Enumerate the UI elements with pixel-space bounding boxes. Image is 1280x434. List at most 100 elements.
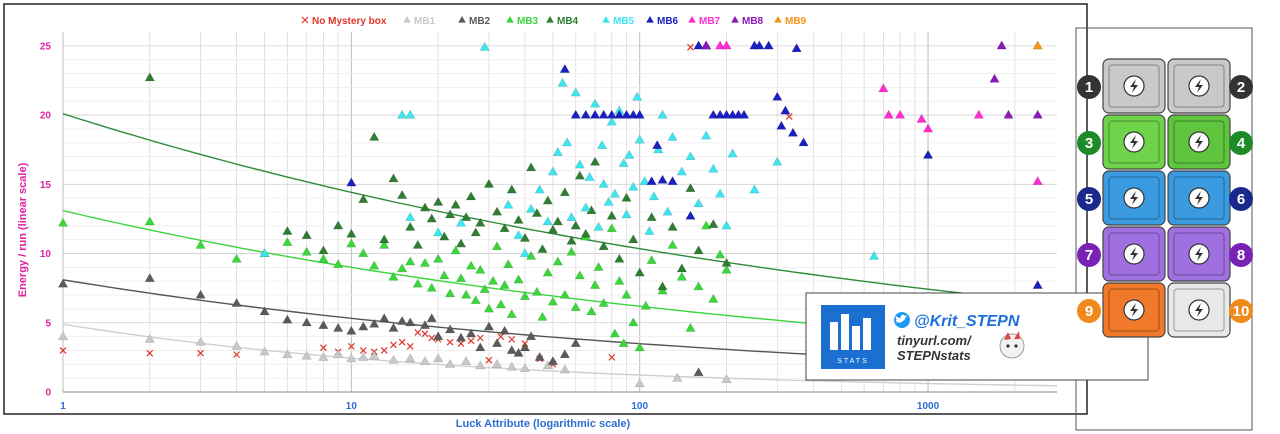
data-point-triangle: [1032, 40, 1043, 50]
mystery-box-7: 7: [1077, 226, 1166, 282]
data-point-triangle: [346, 325, 357, 335]
legend-label: No Mystery box: [312, 16, 387, 27]
box-number-label: 6: [1237, 191, 1245, 208]
legend-item: MB9: [774, 16, 807, 27]
data-point-triangle: [444, 209, 456, 219]
data-point-triangle: [461, 212, 472, 221]
mystery-box-panel-line: [1108, 64, 1160, 108]
data-point-x: [380, 347, 388, 354]
data-point-triangle: [513, 230, 524, 239]
data-point-triangle: [589, 156, 601, 166]
legend-item: MB5: [602, 16, 635, 27]
data-point-triangle: [455, 273, 467, 282]
mystery-box-panel-line: [1108, 288, 1160, 332]
lightning-bolt-icon: [1130, 79, 1138, 93]
data-point-triangle: [996, 40, 1007, 50]
data-point-triangle: [470, 295, 481, 305]
box-number-badge: [1077, 187, 1101, 211]
box-number-badge: [1077, 75, 1101, 99]
data-point-triangle: [574, 170, 585, 180]
data-point-triangle: [405, 212, 416, 221]
data-point-triangle: [470, 227, 481, 237]
legend-label: MB9: [785, 16, 807, 27]
data-point-triangle: [618, 338, 629, 347]
data-point-triangle: [231, 297, 242, 307]
data-point-triangle: [657, 285, 668, 295]
lightning-bolt-icon: [1195, 191, 1203, 205]
box-number-label: 2: [1237, 79, 1245, 96]
data-point-triangle: [559, 289, 570, 299]
data-point-stroke: [146, 349, 154, 357]
data-point-triangle: [634, 134, 645, 144]
mystery-box-9: 9: [1077, 282, 1166, 338]
data-point-x: [446, 338, 454, 346]
legend-marker-triangle: [458, 16, 466, 23]
data-point-stroke: [359, 347, 367, 354]
fox-ears-glyph: [1004, 331, 1020, 340]
data-point-triangle: [606, 210, 617, 220]
data-point-stroke: [59, 347, 67, 354]
data-point-triangle: [559, 187, 570, 197]
data-point-triangle: [606, 223, 617, 233]
data-point-triangle: [714, 109, 726, 119]
data-point-triangle: [259, 346, 270, 356]
fox-eye-glyph: [1006, 344, 1010, 348]
data-point-triangle: [503, 259, 514, 269]
data-point-triangle: [419, 257, 431, 267]
data-point-triangle: [534, 351, 545, 361]
data-point-triangle: [634, 267, 645, 277]
data-point-triangle: [589, 279, 601, 289]
data-point-triangle: [895, 109, 906, 119]
data-point-triangle: [749, 184, 760, 194]
legend-label: MB7: [699, 16, 721, 27]
legend-label: MB5: [613, 16, 635, 27]
lightning-bolt-icon: [1130, 191, 1138, 205]
data-point-triangle: [584, 171, 595, 181]
data-point-triangle: [570, 220, 581, 230]
data-point-triangle: [282, 225, 293, 235]
data-point-x: [59, 347, 67, 354]
trend-line: [62, 323, 1058, 387]
data-point-stroke: [497, 333, 505, 341]
legend-marker-triangle: [403, 16, 411, 23]
data-point-triangle: [721, 374, 732, 383]
data-point-triangle: [646, 212, 657, 221]
data-point-triangle: [144, 216, 155, 226]
data-point-triangle: [667, 239, 678, 249]
data-point-triangle: [586, 306, 597, 316]
data-point-triangle: [676, 271, 687, 281]
data-point-triangle: [667, 176, 678, 185]
data-point-triangle: [318, 253, 329, 263]
data-point-triangle: [379, 239, 390, 249]
data-point-triangle: [433, 227, 444, 237]
data-point-triangle: [701, 220, 712, 230]
box-panel-frame: [1075, 27, 1253, 431]
data-point-triangle: [989, 73, 1000, 83]
data-point-triangle: [455, 217, 467, 227]
data-point-stroke: [414, 329, 422, 336]
data-point-triangle: [547, 224, 558, 234]
data-point-triangle: [426, 213, 437, 223]
data-point-triangle: [346, 353, 357, 363]
data-point-triangle: [772, 156, 783, 166]
legend-marker-x: [301, 16, 309, 24]
data-point-triangle: [570, 302, 581, 311]
data-point-triangle: [676, 166, 687, 176]
data-point-triangle: [499, 325, 510, 335]
data-point-triangle: [708, 293, 719, 303]
mystery-box-10: 10: [1167, 282, 1253, 338]
lightning-bolt-icon: [1130, 135, 1138, 149]
data-point-x: [406, 342, 414, 350]
box-number-label: 8: [1237, 247, 1245, 264]
data-point-triangle: [439, 270, 450, 280]
data-point-x: [359, 347, 367, 354]
data-point-triangle: [433, 196, 444, 206]
data-point-triangle: [628, 317, 639, 327]
data-point-stroke: [421, 330, 429, 338]
data-point-triangle: [419, 202, 431, 212]
lightning-bolt-icon: [1130, 303, 1138, 317]
box-number-label: 9: [1085, 303, 1093, 320]
y-tick-labels: 0 5 10 15 20 25: [40, 41, 52, 398]
y-tick-label: 20: [40, 111, 52, 122]
data-point-x: [785, 113, 793, 120]
